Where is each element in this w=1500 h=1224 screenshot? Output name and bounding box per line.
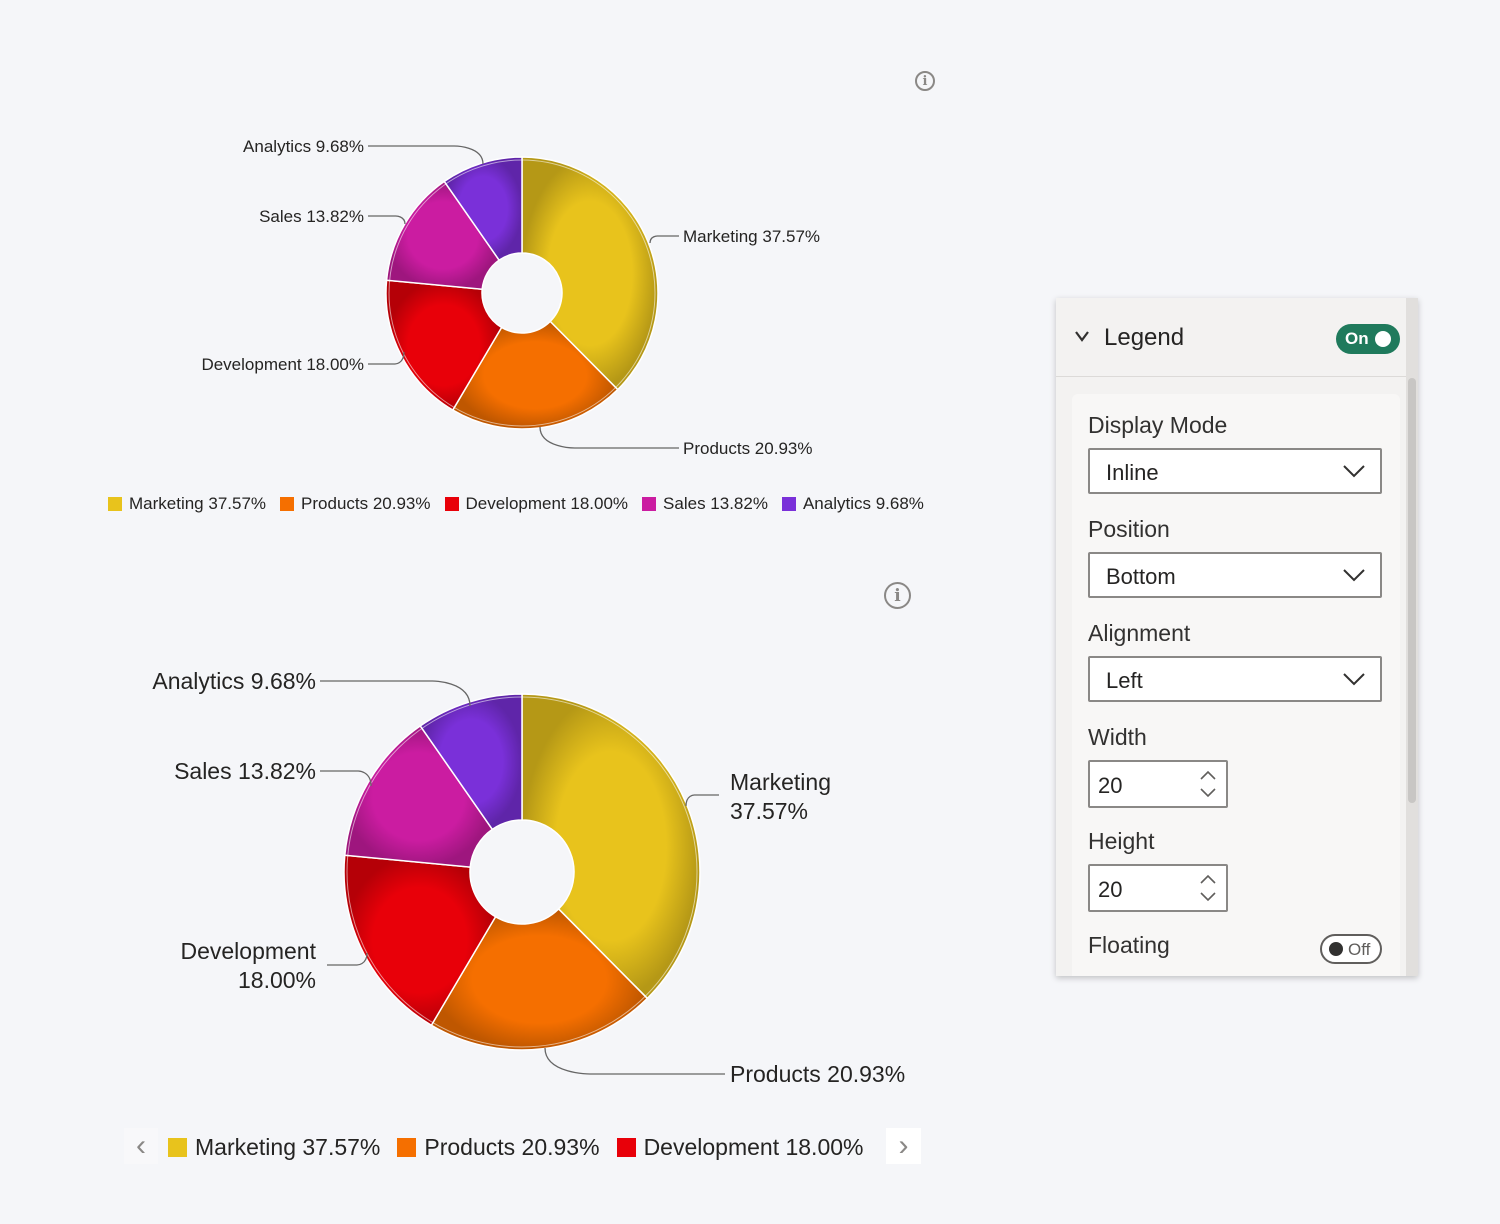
- slice-marketing[interactable]: [521, 693, 701, 1000]
- data-label-sales: Sales 13.82%: [174, 758, 316, 784]
- height-stepper[interactable]: 20: [1088, 864, 1228, 912]
- alignment-label: Alignment: [1088, 620, 1191, 646]
- legend-label-sales: Sales 13.82%: [663, 494, 768, 513]
- legend-swatch-marketing: [108, 497, 122, 511]
- legend-format-panel: Legend On Display Mode Inline Position B…: [1056, 298, 1418, 976]
- chevron-right-icon[interactable]: ›: [886, 1128, 921, 1164]
- leader-line-products: [539, 426, 679, 449]
- floating-toggle-label: Off: [1348, 940, 1371, 959]
- height-label: Height: [1088, 828, 1155, 854]
- chevron-down-icon: [1343, 465, 1365, 478]
- slice-marketing[interactable]: [521, 156, 659, 391]
- legend-toggle[interactable]: On: [1336, 324, 1400, 354]
- legend-swatch-products: [397, 1137, 417, 1157]
- legend-options-card: Display Mode Inline Position Bottom Alig…: [1072, 394, 1400, 976]
- legend-item-marketing[interactable]: Marketing 37.57%: [168, 1134, 380, 1161]
- data-label-development: Development 18.00%: [201, 355, 364, 374]
- panel-scrollbar[interactable]: [1406, 298, 1418, 976]
- legend-item-development[interactable]: Development 18.00%: [616, 1133, 864, 1161]
- spinner-arrows-icon[interactable]: [1198, 768, 1218, 800]
- legend-item-products[interactable]: Products 20.93%: [397, 1133, 600, 1161]
- legend-label-development: Development 18.00%: [465, 494, 629, 513]
- chevron-down-icon: [1343, 673, 1365, 686]
- legend-label-analytics: Analytics 9.68%: [802, 494, 924, 513]
- legend-label-products: Products 20.93%: [301, 494, 431, 513]
- leader-line-sales: [320, 770, 372, 787]
- legend-item-products[interactable]: Products 20.93%: [280, 494, 431, 514]
- legend-swatch-analytics: [781, 497, 796, 511]
- display-mode-label: Display Mode: [1088, 412, 1228, 438]
- data-label-analytics: Analytics 9.68%: [152, 668, 316, 694]
- donut-rim: [388, 159, 656, 427]
- width-label: Width: [1088, 724, 1147, 750]
- data-label-analytics: Analytics 9.68%: [243, 137, 364, 156]
- legend-chart-2: Marketing 37.57% Products 20.93% Developme…: [168, 1133, 880, 1161]
- legend-chart-1: Marketing 37.57% Products 20.93% Developme…: [108, 493, 938, 515]
- leader-line-sales: [368, 215, 406, 225]
- legend-label-products: Products 20.93%: [424, 1133, 600, 1160]
- display-mode-dropdown[interactable]: Inline: [1088, 448, 1382, 494]
- toggle-knob: [1329, 942, 1343, 956]
- legend-section-header[interactable]: Legend On: [1056, 298, 1406, 377]
- legend-swatch-marketing: [168, 1137, 187, 1157]
- position-dropdown[interactable]: Bottom: [1088, 552, 1382, 598]
- slice-products[interactable]: [451, 320, 619, 430]
- legend-swatch-products: [280, 497, 295, 511]
- legend-item-marketing[interactable]: Marketing 37.57%: [108, 494, 266, 514]
- legend-section-title: Legend: [1104, 324, 1185, 351]
- spinner-arrows-icon[interactable]: [1198, 872, 1218, 904]
- toggle-knob: [1375, 331, 1391, 347]
- legend-label-development: Development 18.00%: [643, 1133, 864, 1160]
- info-icon[interactable]: i: [915, 71, 935, 91]
- donut-rim: [346, 696, 698, 1048]
- legend-toggle-label: On: [1345, 329, 1369, 348]
- alignment-dropdown[interactable]: Left: [1088, 656, 1382, 702]
- data-label-development: Development 18.00%: [180, 938, 316, 993]
- leader-line-analytics: [320, 680, 471, 707]
- floating-label: Floating: [1088, 932, 1170, 958]
- leader-line-development: [327, 952, 368, 966]
- data-label-marketing: Marketing 37.57%: [683, 227, 820, 246]
- slice-sales[interactable]: [343, 724, 494, 868]
- slice-development[interactable]: [385, 279, 503, 412]
- leader-line-analytics: [368, 145, 484, 165]
- position-label: Position: [1088, 516, 1170, 542]
- legend-item-development[interactable]: Development 18.00%: [444, 494, 629, 514]
- data-label-sales: Sales 13.82%: [259, 207, 364, 226]
- leader-line-products: [544, 1047, 725, 1075]
- chevron-left-icon[interactable]: ‹: [124, 1128, 158, 1164]
- legend-swatch-sales: [642, 497, 657, 511]
- legend-swatch-development: [616, 1137, 636, 1157]
- slice-sales[interactable]: [385, 180, 501, 291]
- leader-line-marketing: [649, 235, 679, 244]
- slice-products[interactable]: [430, 907, 649, 1051]
- floating-toggle[interactable]: Off: [1320, 934, 1382, 964]
- height-value: 20: [1098, 877, 1123, 902]
- legend-item-sales[interactable]: Sales 13.82%: [642, 494, 768, 514]
- width-value: 20: [1098, 773, 1123, 798]
- data-label-marketing: Marketing 37.57%: [730, 769, 831, 824]
- width-stepper[interactable]: 20: [1088, 760, 1228, 808]
- legend-label-marketing: Marketing 37.57%: [195, 1133, 381, 1160]
- legend-label-marketing: Marketing 37.57%: [129, 494, 267, 513]
- position-value: Bottom: [1106, 564, 1176, 589]
- data-label-products: Products 20.93%: [683, 439, 812, 458]
- display-mode-value: Inline: [1106, 460, 1159, 485]
- leader-line-development: [368, 351, 405, 365]
- legend-item-analytics[interactable]: Analytics 9.68%: [781, 494, 924, 514]
- slice-analytics[interactable]: [443, 156, 523, 262]
- leader-line-marketing: [685, 794, 719, 807]
- info-icon[interactable]: i: [884, 582, 911, 609]
- chevron-down-icon[interactable]: [1074, 328, 1090, 344]
- alignment-value: Left: [1106, 668, 1143, 693]
- data-label-products: Products 20.93%: [730, 1061, 905, 1087]
- chevron-down-icon: [1343, 569, 1365, 582]
- slice-analytics[interactable]: [419, 693, 523, 831]
- slice-development[interactable]: [343, 854, 497, 1027]
- legend-swatch-development: [444, 497, 459, 511]
- panel-scrollbar-thumb[interactable]: [1408, 378, 1416, 803]
